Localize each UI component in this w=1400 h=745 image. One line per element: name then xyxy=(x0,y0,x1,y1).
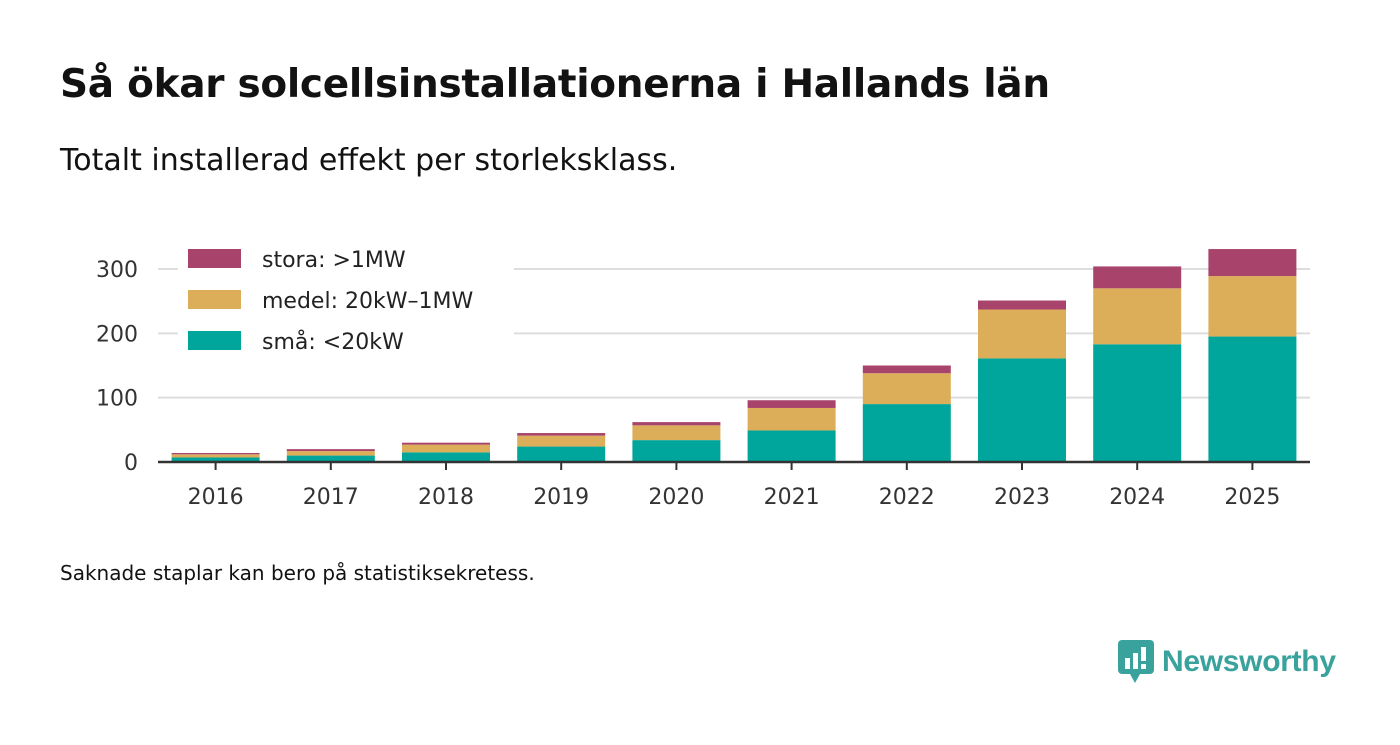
bar-2021-series-2 xyxy=(747,400,836,408)
bar-2017-series-1 xyxy=(286,451,375,456)
bar-2020-series-0 xyxy=(632,440,721,462)
x-tick-label: 2024 xyxy=(1109,485,1165,510)
bar-2023-series-1 xyxy=(978,309,1066,359)
bar-2021-series-0 xyxy=(747,430,836,462)
bars xyxy=(171,249,1297,462)
x-tick-label: 2017 xyxy=(303,485,359,510)
x-tick-label: 2019 xyxy=(533,485,589,510)
bar-2022-series-0 xyxy=(862,404,951,462)
bar-2018-series-0 xyxy=(402,452,490,462)
bar-2025-series-1 xyxy=(1208,276,1297,337)
bar-2021-series-1 xyxy=(747,407,836,431)
bar-2023-series-0 xyxy=(978,358,1066,462)
bar-2022-series-1 xyxy=(862,373,951,405)
bar-2020-series-2 xyxy=(632,422,721,426)
legend: stora: >1MW medel: 20kW–1MW små: <20kW xyxy=(178,240,514,364)
x-tick-label: 2020 xyxy=(648,485,704,510)
bar-2025-series-0 xyxy=(1208,336,1297,462)
x-tick-label: 2023 xyxy=(994,485,1050,510)
y-tick-label: 0 xyxy=(124,451,138,476)
bar-2017-series-2 xyxy=(286,449,375,452)
x-tick-label: 2016 xyxy=(188,485,244,510)
stacked-bar-chart: 0 100 200 300 2016 2017 2018 2019 2020 2021 2022 20… xyxy=(96,240,1310,510)
legend-swatch xyxy=(188,331,241,350)
bar-2018-series-2 xyxy=(402,442,490,445)
bar-2019-series-0 xyxy=(517,446,606,462)
bar-2025-series-2 xyxy=(1208,249,1297,277)
y-tick-label: 300 xyxy=(96,258,138,283)
bar-2016-series-0 xyxy=(171,457,260,462)
x-tick-label: 2021 xyxy=(764,485,820,510)
x-tick-label: 2022 xyxy=(879,485,935,510)
bar-2023-series-2 xyxy=(978,300,1066,310)
bar-2016-series-1 xyxy=(171,454,260,458)
newsworthy-logo: Newsworthy xyxy=(1118,640,1336,684)
legend-label: små: <20kW xyxy=(262,329,404,355)
bar-2024-series-1 xyxy=(1093,288,1182,345)
legend-label: stora: >1MW xyxy=(262,248,406,273)
bar-2019-series-2 xyxy=(517,433,606,436)
newsworthy-logo-icon xyxy=(1118,640,1154,683)
bar-2024-series-2 xyxy=(1093,266,1182,289)
bar-2024-series-0 xyxy=(1093,344,1182,462)
legend-label: medel: 20kW–1MW xyxy=(262,289,473,314)
footnote: Saknade staplar kan bero på statistiksek… xyxy=(60,561,535,585)
newsworthy-logo-text: Newsworthy xyxy=(1162,645,1336,678)
bar-2019-series-1 xyxy=(517,435,606,447)
y-tick-label: 200 xyxy=(96,322,138,347)
bar-2020-series-1 xyxy=(632,425,721,441)
axes: 0 100 200 300 2016 2017 2018 2019 2020 2021 2022 20… xyxy=(96,258,1310,510)
legend-swatch xyxy=(188,290,241,309)
bar-2022-series-2 xyxy=(862,365,951,374)
bar-2018-series-1 xyxy=(402,444,490,453)
chart-subtitle: Totalt installerad effekt per storlekskl… xyxy=(60,143,678,178)
legend-swatch xyxy=(188,249,241,268)
bar-2016-series-2 xyxy=(171,452,260,455)
x-tick-label: 2025 xyxy=(1224,485,1280,510)
bar-2017-series-0 xyxy=(286,455,375,462)
x-tick-label: 2018 xyxy=(418,485,474,510)
chart-title: Så ökar solcellsinstallationerna i Halla… xyxy=(60,62,1050,107)
y-tick-label: 100 xyxy=(96,387,138,412)
